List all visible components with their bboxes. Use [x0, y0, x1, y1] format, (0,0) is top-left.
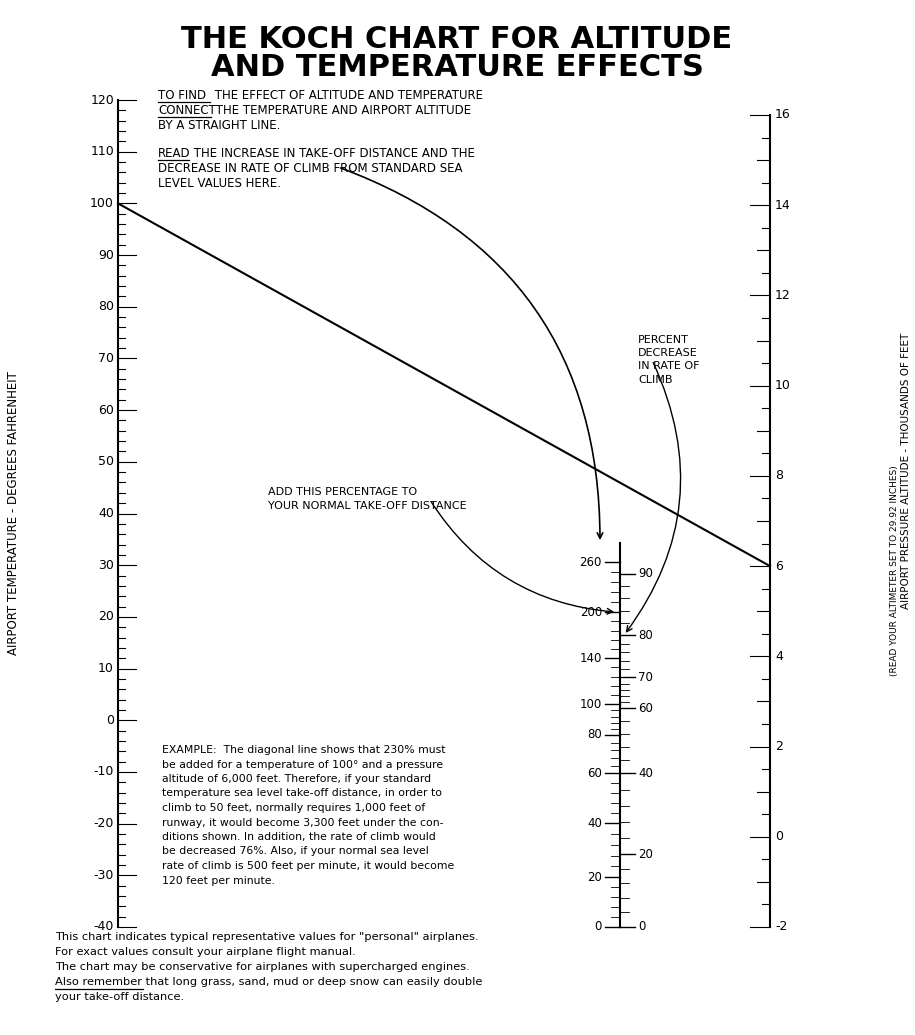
Text: 40: 40: [587, 817, 602, 830]
Text: 30: 30: [98, 559, 114, 571]
Text: runway, it would become 3,300 feet under the con-: runway, it would become 3,300 feet under…: [162, 818, 444, 828]
Text: 80: 80: [638, 628, 652, 642]
Text: 100: 100: [580, 698, 602, 711]
Text: 60: 60: [638, 702, 653, 714]
Text: 20: 20: [638, 848, 653, 860]
Text: 110: 110: [91, 145, 114, 158]
Text: 200: 200: [580, 605, 602, 619]
Text: 14: 14: [775, 199, 791, 212]
Text: The chart may be conservative for airplanes with supercharged engines.: The chart may be conservative for airpla…: [55, 962, 469, 972]
Text: 80: 80: [98, 300, 114, 314]
Text: 12: 12: [775, 289, 791, 302]
Text: THE TEMPERATURE AND AIRPORT ALTITUDE: THE TEMPERATURE AND AIRPORT ALTITUDE: [212, 104, 471, 117]
Text: -2: -2: [775, 920, 788, 934]
Text: 100: 100: [90, 197, 114, 210]
Text: 40: 40: [638, 767, 653, 780]
Text: ditions shown. In addition, the rate of climb would: ditions shown. In addition, the rate of …: [162, 832, 436, 842]
Text: -10: -10: [93, 766, 114, 778]
Text: BY A STRAIGHT LINE.: BY A STRAIGHT LINE.: [158, 119, 280, 132]
Text: (READ YOUR ALTIMETER SET TO 29.92 INCHES): (READ YOUR ALTIMETER SET TO 29.92 INCHES…: [890, 466, 899, 677]
Text: AIRPORT PRESSURE ALTITUDE - THOUSANDS OF FEET: AIRPORT PRESSURE ALTITUDE - THOUSANDS OF…: [901, 333, 911, 610]
Text: 20: 20: [587, 870, 602, 884]
Text: temperature sea level take-off distance, in order to: temperature sea level take-off distance,…: [162, 789, 442, 798]
Text: 70: 70: [98, 352, 114, 365]
Text: THE EFFECT OF ALTITUDE AND TEMPERATURE: THE EFFECT OF ALTITUDE AND TEMPERATURE: [211, 89, 483, 102]
Text: 2: 2: [775, 740, 783, 753]
Text: 120: 120: [91, 93, 114, 107]
Text: 4: 4: [775, 650, 783, 662]
Text: AIRPORT TEMPERATURE - DEGREES FAHRENHEIT: AIRPORT TEMPERATURE - DEGREES FAHRENHEIT: [7, 372, 20, 655]
Text: 70: 70: [638, 671, 653, 684]
Text: This chart indicates typical representative values for "personal" airplanes.: This chart indicates typical representat…: [55, 932, 479, 942]
Text: 50: 50: [98, 455, 114, 468]
Text: AND TEMPERATURE EFFECTS: AND TEMPERATURE EFFECTS: [210, 53, 704, 82]
Text: 60: 60: [587, 767, 602, 780]
Text: 8: 8: [775, 470, 783, 482]
Text: ADD THIS PERCENTAGE TO: ADD THIS PERCENTAGE TO: [268, 487, 417, 497]
Text: 0: 0: [595, 920, 602, 934]
Text: altitude of 6,000 feet. Therefore, if your standard: altitude of 6,000 feet. Therefore, if yo…: [162, 774, 431, 783]
Text: 90: 90: [98, 248, 114, 262]
Text: TO FIND: TO FIND: [158, 89, 206, 102]
Text: 20: 20: [98, 611, 114, 623]
Text: your take-off distance.: your take-off distance.: [55, 992, 184, 1002]
Text: READ: READ: [158, 147, 190, 160]
Text: 60: 60: [98, 404, 114, 417]
Text: CONNECT: CONNECT: [158, 104, 216, 117]
Text: 10: 10: [98, 662, 114, 675]
Text: 40: 40: [98, 507, 114, 520]
Text: 6: 6: [775, 560, 783, 572]
Text: be decreased 76%. Also, if your normal sea level: be decreased 76%. Also, if your normal s…: [162, 847, 429, 857]
Text: 140: 140: [579, 652, 602, 664]
Text: 80: 80: [587, 729, 602, 741]
Text: LEVEL VALUES HERE.: LEVEL VALUES HERE.: [158, 177, 281, 190]
Text: 16: 16: [775, 109, 791, 121]
Text: -40: -40: [93, 920, 114, 934]
Text: 0: 0: [106, 714, 114, 727]
Text: be added for a temperature of 100° and a pressure: be added for a temperature of 100° and a…: [162, 760, 443, 769]
Text: 0: 0: [638, 920, 645, 934]
Text: THE INCREASE IN TAKE-OFF DISTANCE AND THE: THE INCREASE IN TAKE-OFF DISTANCE AND TH…: [190, 147, 475, 160]
Text: PERCENT
DECREASE
IN RATE OF
CLIMB: PERCENT DECREASE IN RATE OF CLIMB: [638, 335, 699, 385]
Text: 10: 10: [775, 379, 791, 392]
Text: DECREASE IN RATE OF CLIMB FROM STANDARD SEA: DECREASE IN RATE OF CLIMB FROM STANDARD …: [158, 162, 462, 175]
Text: YOUR NORMAL TAKE-OFF DISTANCE: YOUR NORMAL TAKE-OFF DISTANCE: [268, 501, 467, 511]
Text: 0: 0: [775, 830, 783, 844]
Text: rate of climb is 500 feet per minute, it would become: rate of climb is 500 feet per minute, it…: [162, 861, 454, 871]
Text: For exact values consult your airplane flight manual.: For exact values consult your airplane f…: [55, 947, 356, 957]
Text: 120 feet per minute.: 120 feet per minute.: [162, 876, 274, 886]
Text: 260: 260: [579, 556, 602, 568]
Text: 90: 90: [638, 567, 653, 581]
Text: EXAMPLE:  The diagonal line shows that 230% must: EXAMPLE: The diagonal line shows that 23…: [162, 745, 446, 755]
Text: -20: -20: [93, 817, 114, 830]
Text: climb to 50 feet, normally requires 1,000 feet of: climb to 50 feet, normally requires 1,00…: [162, 803, 425, 814]
Text: THE KOCH CHART FOR ALTITUDE: THE KOCH CHART FOR ALTITUDE: [181, 25, 733, 54]
Text: -30: -30: [93, 868, 114, 882]
Text: Also remember that long grass, sand, mud or deep snow can easily double: Also remember that long grass, sand, mud…: [55, 977, 482, 987]
